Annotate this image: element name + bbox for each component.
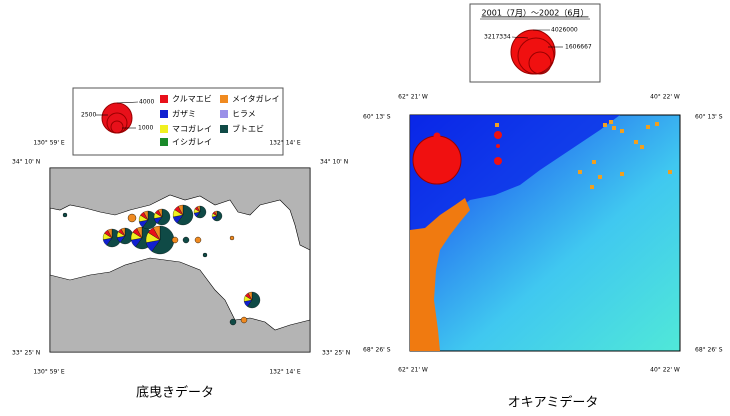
legend-label: クルマエビ bbox=[172, 95, 212, 104]
legend-swatch bbox=[160, 138, 168, 146]
pie bbox=[229, 318, 237, 326]
size-label: 4026000 bbox=[551, 27, 578, 34]
pie-wedge bbox=[196, 205, 207, 219]
coord-label: 132° 14' E bbox=[269, 369, 301, 376]
krill-cell bbox=[646, 125, 650, 129]
coord-label: 40° 22' W bbox=[650, 94, 680, 101]
coord-label: 68° 26' S bbox=[695, 347, 723, 354]
pie bbox=[62, 212, 68, 218]
pie-wedge bbox=[177, 204, 184, 216]
pie-wedge bbox=[120, 227, 126, 237]
pie-wedge bbox=[214, 210, 218, 217]
krill-cell bbox=[668, 170, 672, 174]
krill-cell bbox=[495, 123, 499, 127]
legend-swatch bbox=[160, 110, 168, 118]
krill-cell bbox=[640, 145, 644, 149]
legend-label: イシガレイ bbox=[172, 137, 212, 147]
pie bbox=[171, 236, 179, 244]
size-label: 4000 bbox=[139, 99, 154, 106]
krill-cell bbox=[620, 172, 624, 176]
pie bbox=[182, 236, 190, 244]
pie-wedge bbox=[196, 205, 201, 213]
pie bbox=[202, 252, 208, 258]
pie-wedge bbox=[143, 210, 149, 221]
krill-cell bbox=[634, 140, 638, 144]
left-map bbox=[49, 167, 311, 353]
legend-label: ヒラメ bbox=[232, 110, 256, 119]
right-map bbox=[409, 114, 681, 352]
size-label: 1000 bbox=[138, 125, 153, 132]
krill-cell bbox=[590, 185, 594, 189]
coord-label: 33° 25' N bbox=[322, 350, 350, 357]
size-label: 2500 bbox=[81, 112, 96, 119]
legend-swatch bbox=[220, 125, 228, 133]
pie-wedge bbox=[247, 291, 261, 309]
pie-wedge bbox=[136, 226, 143, 239]
pie-wedge bbox=[157, 208, 171, 226]
pie-wedge bbox=[151, 225, 175, 255]
size-label: 3217334 bbox=[484, 34, 511, 41]
pie bbox=[229, 235, 235, 241]
legend-title: 2001（7月）～2002（6月） bbox=[482, 9, 589, 18]
coord-label: 132° 14' E bbox=[269, 140, 301, 147]
caption: オキアミデータ bbox=[508, 395, 599, 411]
legend-label: メイタガレイ bbox=[232, 94, 280, 104]
pie-wedge bbox=[213, 210, 223, 222]
krill-cell bbox=[578, 170, 582, 174]
pie bbox=[194, 236, 202, 244]
legend-label: マコガレイ bbox=[172, 124, 212, 134]
coord-label: 60° 13' S bbox=[363, 114, 391, 121]
pie-wedge bbox=[157, 208, 163, 218]
caption: 底曳きデータ bbox=[136, 385, 214, 401]
legend-label: ガザミ bbox=[172, 109, 196, 119]
left-bubble-legend bbox=[96, 101, 139, 134]
krill-cell bbox=[612, 126, 616, 130]
coord-label: 40° 22' W bbox=[650, 367, 680, 374]
legend-label: ブトエビ bbox=[232, 124, 264, 134]
coord-label: 130° 59' E bbox=[33, 369, 65, 376]
coord-label: 62° 21' W bbox=[398, 367, 428, 374]
coord-label: 130° 59' E bbox=[33, 140, 65, 147]
legend-swatch bbox=[220, 95, 228, 103]
legend-swatch bbox=[160, 95, 168, 103]
coord-label: 62° 21' W bbox=[398, 94, 428, 101]
krill-cell bbox=[620, 129, 624, 133]
krill-cell bbox=[603, 123, 607, 127]
coord-label: 60° 13' S bbox=[695, 114, 723, 121]
coord-label: 34° 10' N bbox=[12, 159, 40, 166]
pie-wedge bbox=[247, 291, 253, 301]
coord-label: 68° 26' S bbox=[363, 347, 391, 354]
pie-wedge bbox=[176, 204, 194, 226]
pie bbox=[127, 213, 137, 223]
krill-cell bbox=[598, 175, 602, 179]
coord-label: 34° 10' N bbox=[320, 159, 348, 166]
pie bbox=[240, 316, 248, 324]
krill-cell bbox=[655, 122, 659, 126]
pie-wedge bbox=[153, 225, 161, 241]
krill-cell bbox=[592, 160, 596, 164]
pie-wedge bbox=[107, 228, 113, 239]
coord-label: 33° 25' N bbox=[12, 350, 40, 357]
legend-swatch bbox=[220, 110, 228, 118]
legend-swatch bbox=[160, 125, 168, 133]
right-bubble-legend bbox=[510, 29, 563, 75]
krill-cell bbox=[609, 120, 613, 124]
size-label: 1606667 bbox=[565, 44, 592, 51]
